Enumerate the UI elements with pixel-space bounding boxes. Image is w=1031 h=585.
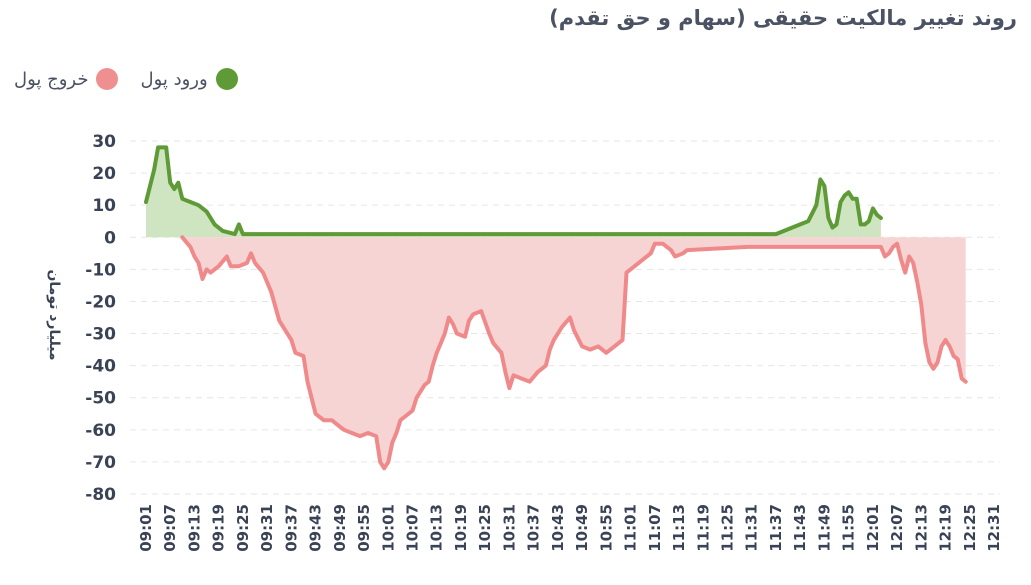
x-tick-label: 12:13 [912, 504, 930, 552]
legend-marker-inflow [215, 68, 238, 90]
y-tick-label: -30 [85, 325, 116, 345]
x-tick-label: 10:01 [379, 504, 397, 552]
legend-marker-outflow [96, 68, 119, 90]
x-tick-label: 10:25 [476, 504, 494, 552]
x-tick-label: 10:43 [549, 504, 567, 552]
x-tick-label: 09:37 [282, 504, 300, 552]
legend-item-inflow[interactable]: ورود پول [140, 68, 238, 90]
x-tick-label: 10:49 [573, 504, 591, 552]
x-tick-label: 11:07 [646, 504, 664, 552]
x-tick-label: 10:31 [500, 504, 518, 552]
y-tick-label: -50 [85, 389, 116, 409]
y-tick-label: -40 [85, 357, 116, 377]
x-tick-label: 09:49 [331, 504, 349, 552]
x-tick-label: 11:31 [743, 504, 761, 552]
x-tick-label: 11:13 [670, 504, 688, 552]
y-tick-label: 20 [92, 164, 116, 184]
x-tick-label: 11:19 [694, 504, 712, 552]
inflow-area [146, 147, 881, 238]
x-tick-label: 11:01 [622, 504, 640, 552]
x-tick-label: 11:55 [840, 504, 858, 552]
legend-label-inflow: ورود پول [140, 68, 208, 90]
outflow-line [180, 235, 968, 471]
y-tick-label: 0 [104, 228, 116, 248]
y-tick-label: -60 [85, 421, 116, 441]
x-tick-label: 10:07 [404, 504, 422, 552]
y-tick-label: -70 [85, 453, 116, 473]
x-tick-label: 12:19 [937, 504, 955, 552]
x-tick-label: 11:25 [719, 504, 737, 552]
y-tick-label: -20 [85, 292, 116, 312]
chart-legend: خروج پول ورود پول [14, 66, 238, 92]
x-tick-label: 10:13 [428, 504, 446, 552]
x-tick-label: 10:55 [597, 504, 615, 552]
x-tick-label: 10:19 [452, 504, 470, 552]
y-tick-label: -80 [85, 485, 116, 505]
x-tick-label: 09:43 [307, 504, 325, 552]
x-tick-label: 09:31 [258, 504, 276, 552]
x-tick-label: 10:37 [525, 504, 543, 552]
x-tick-label: 12:25 [961, 504, 979, 552]
x-tick-label: 09:01 [137, 504, 155, 552]
x-tick-label: 09:07 [161, 504, 179, 552]
y-axis-label: میلیارد تومان [46, 269, 62, 360]
y-tick-label: 10 [92, 196, 116, 216]
x-tick-label: 09:13 [186, 504, 204, 552]
inflow-line [144, 145, 883, 237]
x-tick-label: 09:55 [355, 504, 373, 552]
y-tick-label: 30 [92, 132, 116, 152]
x-tick-label: 12:01 [864, 504, 882, 552]
legend-label-outflow: خروج پول [14, 68, 89, 90]
x-tick-label: 11:37 [767, 504, 785, 552]
x-tick-label: 11:43 [791, 504, 809, 552]
outflow-area [182, 237, 966, 469]
x-tick-label: 11:49 [815, 504, 833, 552]
y-tick-label: -10 [85, 260, 116, 280]
x-tick-label: 09:19 [210, 504, 228, 552]
x-tick-label: 12:07 [888, 504, 906, 552]
legend-item-outflow[interactable]: خروج پول [14, 68, 119, 90]
x-tick-label: 12:31 [985, 504, 1003, 552]
chart-title: روند تغییر مالکیت حقیقی (سهام و حق تقدم) [549, 6, 1017, 30]
x-tick-label: 09:25 [234, 504, 252, 552]
